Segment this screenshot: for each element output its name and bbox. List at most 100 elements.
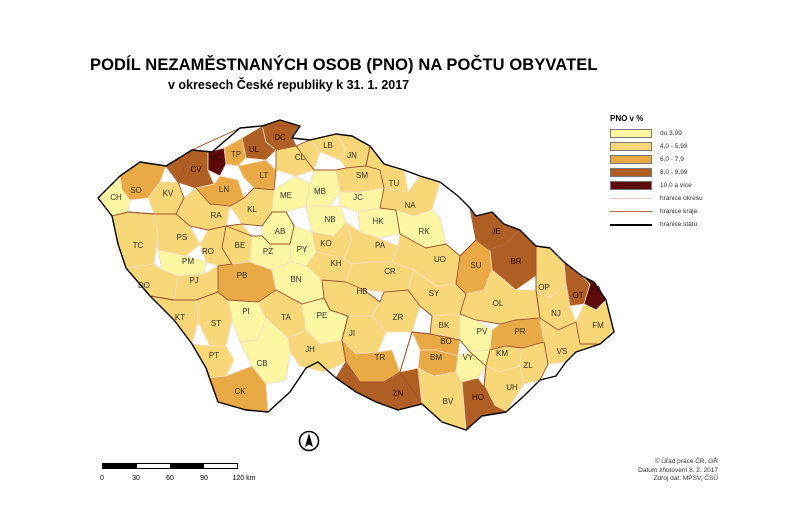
district-label-ra: RA	[210, 211, 222, 220]
district-label-ji: JI	[349, 329, 355, 338]
legend-line-row: hranice kraje	[610, 205, 730, 218]
district-label-pb: PB	[237, 271, 248, 280]
district-label-sm: SM	[356, 171, 368, 180]
district-label-so: SO	[130, 186, 142, 195]
legend-class-label: do 3,99	[660, 130, 682, 137]
scale-tick: 120 km	[232, 475, 256, 482]
district-label-ro: RO	[202, 247, 214, 256]
map-legend: PNO v % do 3,99 4,0 - 5,99 6,0 - 7,9 8,0 - …	[610, 114, 730, 231]
scale-tick: 90	[200, 475, 208, 482]
district-label-pv: PV	[477, 327, 488, 336]
region-border	[225, 211, 295, 245]
legend-class-row: 8,0 - 9,99	[610, 166, 730, 179]
district-label-hk: HK	[372, 217, 384, 226]
district-label-jh: JH	[305, 345, 315, 354]
legend-class-row: 4,0 - 5,99	[610, 140, 730, 153]
district-label-tc: TC	[133, 241, 144, 250]
legend-class-label: 4,0 - 5,99	[660, 143, 688, 150]
district-label-je: JE	[491, 227, 500, 236]
credit-line: Zdroj dat: MPSV, ČSÚ	[653, 475, 718, 482]
district-label-kh: KH	[330, 259, 341, 268]
district-label-tp: TP	[231, 150, 241, 159]
district-label-tr: TR	[375, 353, 386, 362]
district-label-pi: PI	[242, 307, 250, 316]
legend-line-row: hranice státu	[610, 218, 730, 231]
map-credits: © Úřad práce ČR, GŘ Datum zhotovení 8. 2…	[622, 458, 718, 484]
district-label-hb: HB	[356, 287, 367, 296]
district-label-lt: LT	[260, 171, 269, 180]
district-label-pr: PR	[514, 327, 525, 336]
district-label-pj: PJ	[189, 276, 198, 285]
legend-line-sample	[610, 223, 652, 226]
district-label-ho: HO	[472, 393, 484, 402]
district-label-ps: PS	[177, 233, 188, 242]
district-label-py: PY	[297, 245, 308, 254]
district-label-pt: PT	[209, 351, 219, 360]
district-label-st: ST	[211, 319, 221, 328]
legend-line-label: hranice kraje	[660, 208, 698, 215]
legend-line-label: hranice státu	[660, 221, 698, 228]
legend-title: PNO v %	[610, 114, 644, 123]
district-label-jn: JN	[347, 151, 357, 160]
district-label-pm: PM	[182, 257, 194, 266]
district-label-mb: MB	[314, 187, 326, 196]
district-label-kt: KT	[175, 313, 185, 322]
district-tc	[111, 211, 159, 269]
region-border	[483, 341, 549, 413]
district-label-rk: RK	[418, 227, 430, 236]
district-label-sy: SY	[429, 289, 440, 298]
district-label-bm: BM	[430, 353, 442, 362]
legend-swatch	[610, 155, 652, 164]
north-arrow-icon	[298, 430, 320, 452]
district-label-vy: VY	[463, 353, 474, 362]
scale-tick: 0	[100, 475, 104, 482]
district-label-ln: LN	[219, 185, 229, 194]
district-label-ta: TA	[281, 313, 291, 322]
district-mo	[207, 147, 227, 177]
district-label-uh: UH	[506, 383, 518, 392]
district-label-kl: KL	[247, 205, 257, 214]
district-label-ka: KA	[591, 285, 602, 294]
district-label-ko: KO	[320, 239, 332, 248]
district-label-tu: TU	[389, 179, 400, 188]
district-label-bn: BN	[290, 275, 301, 284]
district-label-bv: BV	[443, 397, 454, 406]
district-label-pa: PA	[375, 241, 386, 250]
legend-line-sample	[610, 198, 652, 199]
map-subtitle: v okresech České republiky k 31. 1. 2017	[168, 78, 410, 92]
legend-class-label: 8,0 - 9,99	[660, 169, 688, 176]
district-label-op: OP	[538, 283, 550, 292]
district-label-ot: OT	[572, 291, 583, 300]
scale-bar: 0 30 60 90 120 km	[100, 463, 255, 493]
district-label-su: SU	[470, 261, 481, 270]
district-label-ol: OL	[493, 299, 504, 308]
district-label-cb: CB	[256, 359, 267, 368]
district-label-vs: VS	[557, 347, 568, 356]
legend-swatch	[610, 142, 652, 151]
district-label-zn: ZN	[393, 389, 404, 398]
legend-swatch	[610, 181, 652, 190]
legend-class-row: 10,0 a více	[610, 179, 730, 192]
map-title: PODÍL NEZAMĚSTNANÝCH OSOB (PNO) NA POČTU…	[90, 56, 598, 74]
district-label-do: DO	[138, 281, 150, 290]
district-label-lb: LB	[323, 141, 333, 150]
legend-swatch	[610, 168, 652, 177]
state-border	[97, 119, 615, 431]
district-label-ck: CK	[234, 387, 246, 396]
district-label-uo: UO	[434, 255, 446, 264]
district-label-ab: AB	[275, 227, 286, 236]
credit-line: © Úřad práce ČR, GŘ	[654, 458, 718, 465]
district-label-pe: PE	[317, 311, 328, 320]
legend-class-label: 6,0 - 7,9	[660, 156, 684, 163]
district-label-fm: FM	[592, 321, 604, 330]
district-label-pz: PZ	[263, 247, 273, 256]
district-label-zl: ZL	[523, 361, 533, 370]
legend-line-sample	[610, 211, 652, 212]
legend-swatch	[610, 129, 652, 138]
district-label-kv: KV	[163, 189, 174, 198]
district-label-nb: NB	[324, 215, 335, 224]
credit-line: Datum zhotovení 8. 2. 2017	[638, 466, 718, 474]
scale-tick: 60	[166, 475, 174, 482]
district-label-mo: MO	[210, 153, 223, 162]
